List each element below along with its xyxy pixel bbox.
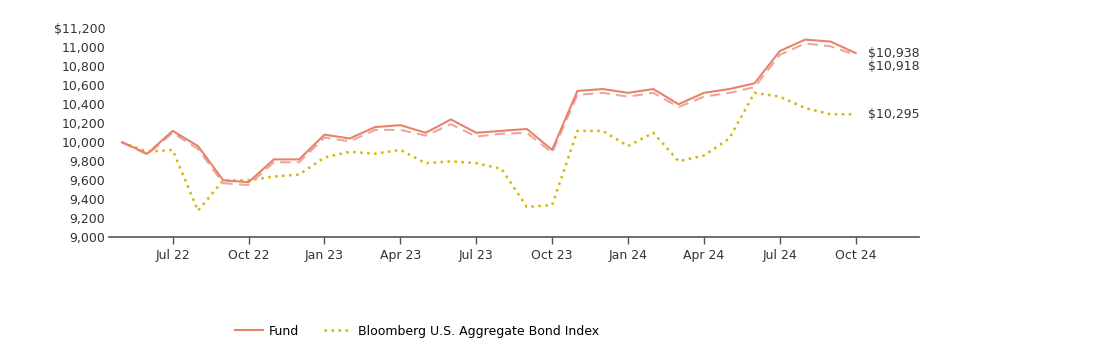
Text: $10,295: $10,295 bbox=[869, 108, 920, 121]
Text: $10,918: $10,918 bbox=[869, 60, 920, 73]
Text: $10,938: $10,938 bbox=[869, 47, 920, 60]
